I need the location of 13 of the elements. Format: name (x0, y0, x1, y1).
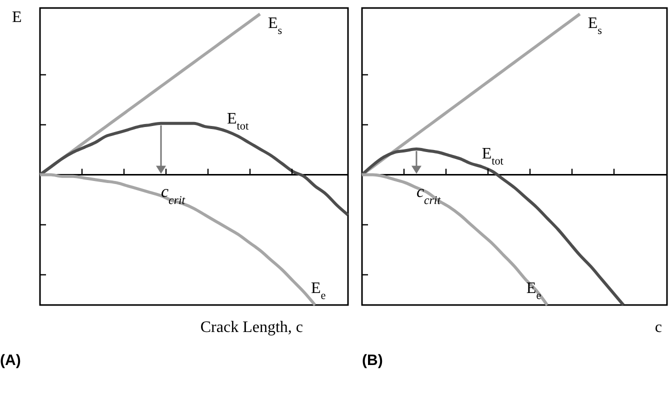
series-label: E$_{e}$ (526, 280, 542, 302)
series-label: E$_{tot}$ (227, 110, 250, 132)
y-axis-title: E (12, 9, 22, 26)
text: (B) (362, 352, 383, 369)
series-label: E$_{s}$ (268, 15, 282, 37)
annotation: c$_{crit}$ (161, 182, 186, 207)
annotation: c$_{crit}$ (416, 182, 442, 207)
series-label: E$_{s}$ (588, 15, 602, 37)
series-label: E$_{tot}$ (482, 146, 504, 168)
x-axis-title: Crack Length, c (200, 319, 303, 336)
x-axis-title: c (654, 319, 662, 336)
series-label: E$_{e}$ (311, 280, 326, 302)
text: (A) (0, 352, 21, 369)
